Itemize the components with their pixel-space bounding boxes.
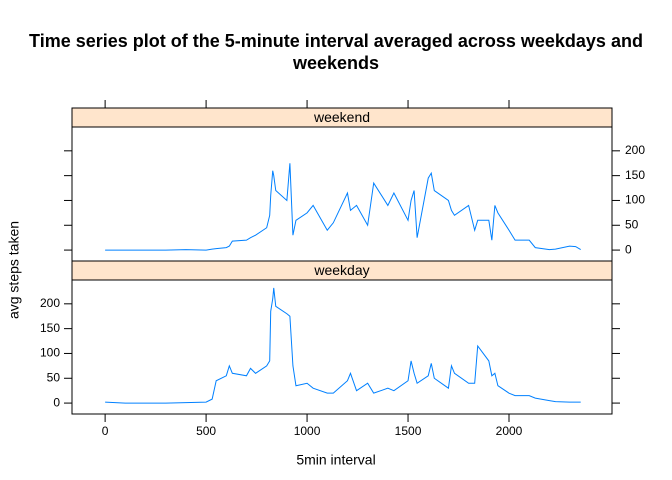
x-tick-label: 500 [196,424,216,438]
y-axis-label: avg steps taken [6,221,22,319]
x-tick-label: 2000 [496,424,523,438]
y-tick-label: 100 [40,346,60,360]
x-tick-label: 0 [102,424,109,438]
y-tick-label: 50 [625,217,639,231]
y-tick-label: 50 [47,370,61,384]
y-tick-label: 0 [625,242,632,256]
x-tick-label: 1000 [294,424,321,438]
y-tick-label: 0 [53,395,60,409]
panel [71,279,613,415]
series-line [105,287,581,404]
y-tick-label: 200 [40,296,60,310]
chart-title: Time series plot of the 5-minute interva… [29,31,643,73]
x-tick-label: 1500 [395,424,422,438]
y-tick-label: 150 [625,168,645,182]
y-tick-label: 150 [40,321,60,335]
y-tick-label: 100 [625,193,645,207]
x-axis-label: 5min interval [296,452,375,468]
strip-label: weekday [313,262,369,278]
strip-label: weekend [313,109,370,125]
y-tick-label: 200 [625,143,645,157]
panel [71,126,613,262]
series-line [105,163,581,251]
